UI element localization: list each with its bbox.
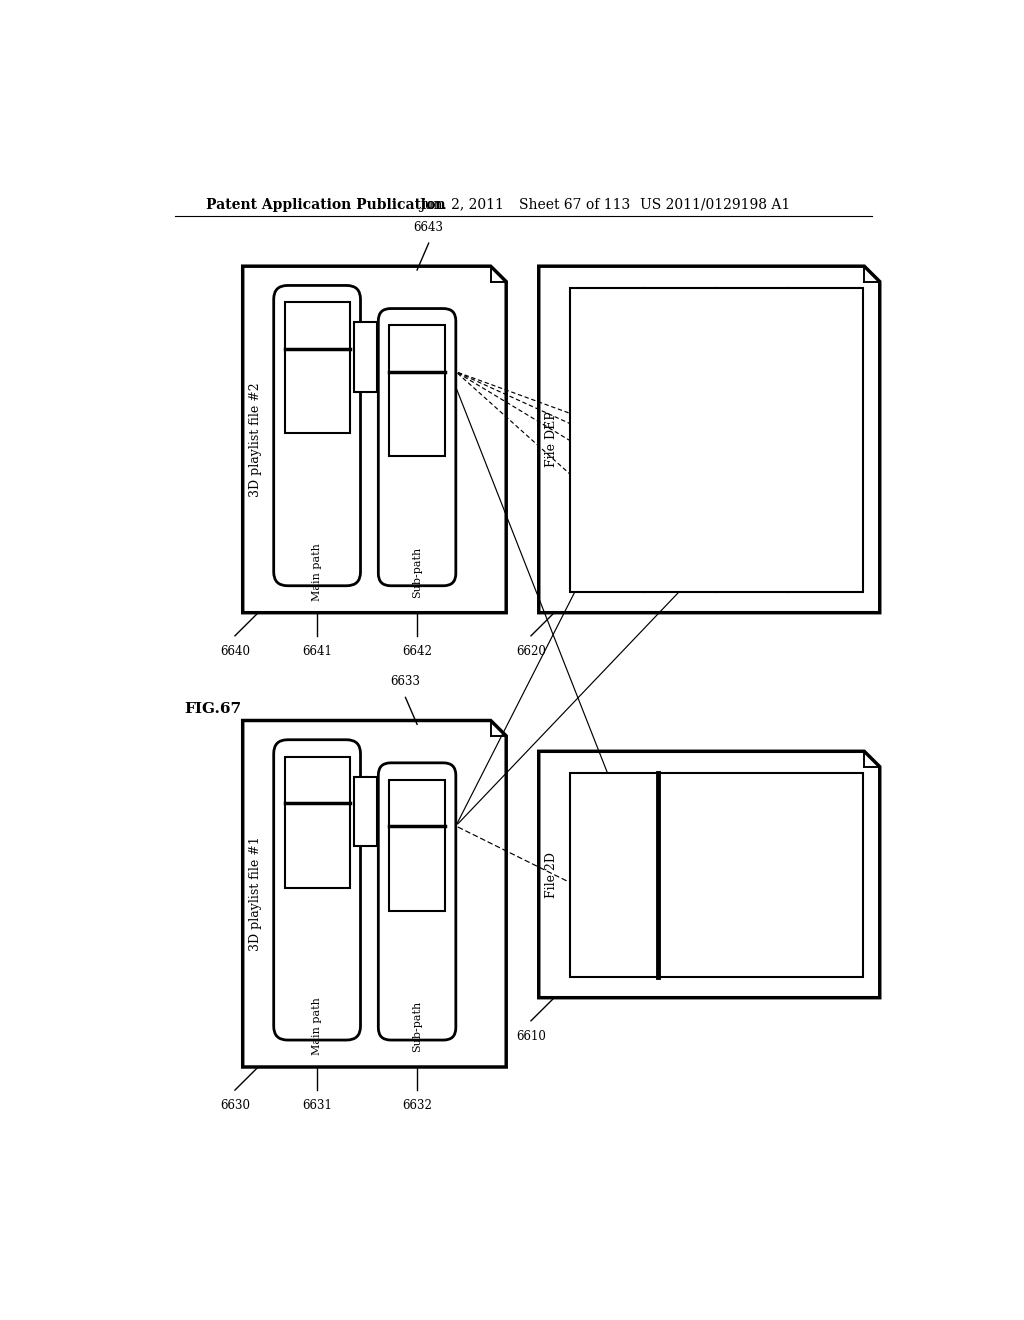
FancyBboxPatch shape	[378, 309, 456, 586]
Text: 3D playlist file #1: 3D playlist file #1	[249, 837, 261, 952]
Text: 6631: 6631	[302, 1100, 332, 1113]
Text: Type = 3D L/R: Type = 3D L/R	[360, 321, 370, 393]
Text: PI  #1: PI #1	[310, 376, 324, 413]
Bar	[285, 756, 349, 887]
Text: PID=0x1012: PID=0x1012	[601, 404, 611, 477]
Polygon shape	[243, 721, 506, 1067]
FancyBboxPatch shape	[378, 763, 456, 1040]
FancyBboxPatch shape	[273, 285, 360, 586]
Text: 6643: 6643	[414, 220, 443, 234]
Text: PID=0x1221: PID=0x1221	[821, 404, 831, 477]
Text: 6630: 6630	[220, 1100, 250, 1113]
Text: File DEP: File DEP	[545, 412, 558, 467]
Text: ...: ...	[310, 309, 325, 323]
Polygon shape	[243, 267, 506, 612]
Bar	[569, 288, 862, 591]
Polygon shape	[539, 267, 880, 612]
Text: 6620: 6620	[516, 645, 546, 659]
Bar	[353, 322, 377, 392]
Text: PID=0x1011: PID=0x1011	[755, 838, 765, 911]
Bar	[353, 776, 377, 846]
Bar	[569, 774, 862, 977]
Text: Main path: Main path	[312, 997, 323, 1055]
Text: 6610: 6610	[516, 1030, 546, 1043]
FancyBboxPatch shape	[273, 739, 360, 1040]
Bar	[389, 780, 445, 911]
Text: Main path: Main path	[312, 543, 323, 601]
Text: 6642: 6642	[402, 645, 432, 659]
Polygon shape	[539, 751, 880, 998]
Text: 6632: 6632	[402, 1100, 432, 1113]
Text: 3D playlist file #2: 3D playlist file #2	[249, 381, 261, 496]
Text: ...: ...	[310, 763, 325, 777]
Text: Sub-path: Sub-path	[412, 1001, 422, 1052]
Text: PID=0x1220: PID=0x1220	[748, 404, 758, 477]
Text: Type = 3D L/R: Type = 3D L/R	[360, 775, 370, 847]
Text: 6641: 6641	[302, 645, 332, 659]
Text: PI  #1: PI #1	[310, 830, 324, 867]
Text: Patent Application Publication: Patent Application Publication	[206, 198, 445, 211]
Text: SUB  PI  #1: SUB PI #1	[411, 837, 424, 908]
Text: ...: ...	[410, 333, 424, 346]
Text: Sub-path: Sub-path	[412, 546, 422, 598]
Text: Sheet 67 of 113: Sheet 67 of 113	[519, 198, 631, 211]
Text: FIG.67: FIG.67	[183, 702, 241, 715]
Text: Jun. 2, 2011: Jun. 2, 2011	[419, 198, 504, 211]
Text: US 2011/0129198 A1: US 2011/0129198 A1	[640, 198, 790, 211]
Text: File 2D: File 2D	[545, 851, 558, 898]
Text: 6640: 6640	[220, 645, 250, 659]
Text: PID=0x1013: PID=0x1013	[675, 404, 685, 477]
Bar	[389, 326, 445, 457]
Text: SUB  PI  #1: SUB PI #1	[411, 381, 424, 454]
Text: ...: ...	[410, 787, 424, 801]
Bar	[285, 302, 349, 433]
Text: 6633: 6633	[390, 675, 421, 688]
